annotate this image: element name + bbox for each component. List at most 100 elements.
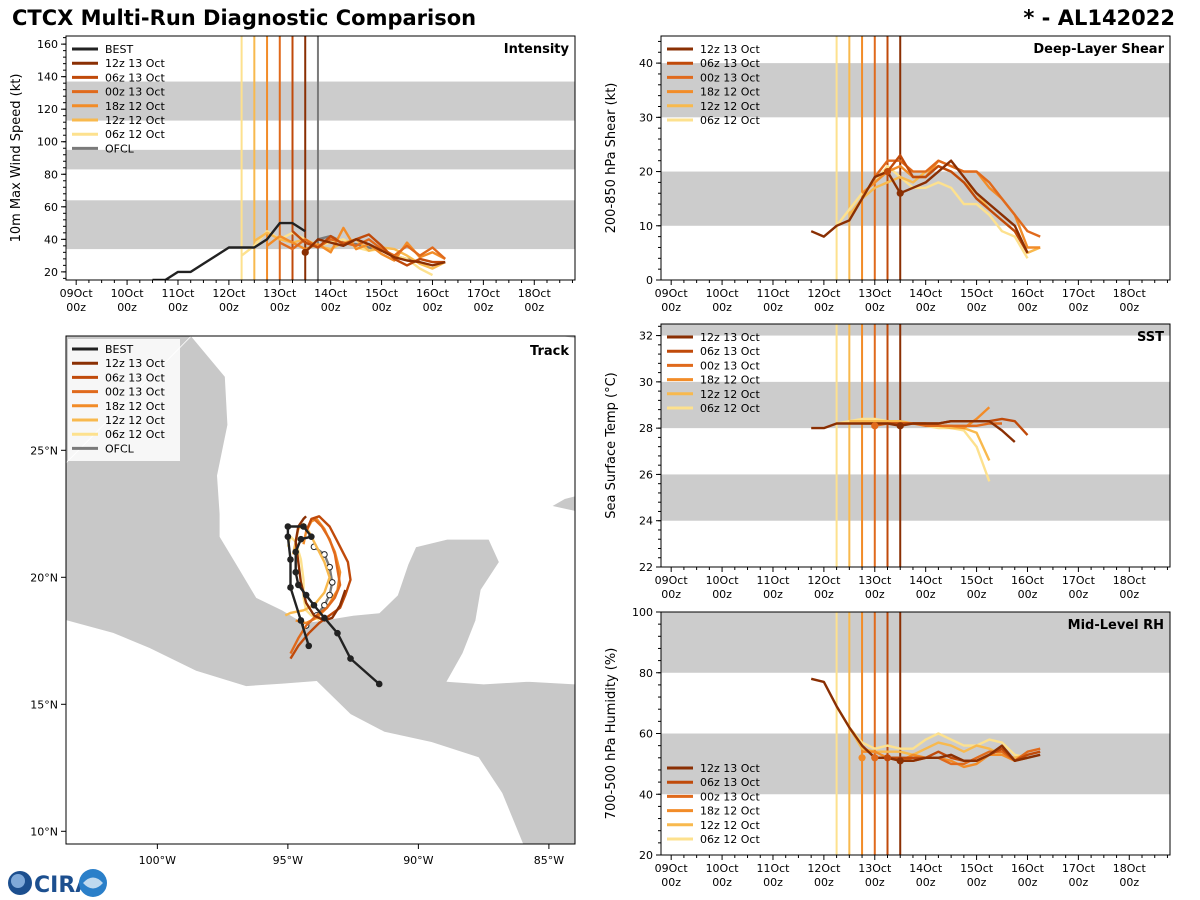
intensity-ytick-label: 20 [44, 266, 58, 279]
intensity-xtick-label-17oct: 17Oct [467, 287, 501, 300]
rh-xtick-sublabel-10oct: 00z [712, 876, 732, 889]
track-legend-label-18z-12-oct: 18z 12 Oct [105, 400, 165, 413]
rh-ytick-label: 20 [639, 849, 653, 862]
intensity-ytick-label: 160 [37, 38, 58, 51]
track-legend-bg [68, 339, 180, 461]
rh-series-06z-12-oct [835, 705, 1028, 759]
track-xtick-label: 90°W [403, 854, 433, 867]
track-land-3 [559, 336, 575, 339]
sst-frame [660, 323, 1171, 568]
intensity-xtick-label-16oct: 16Oct [416, 287, 450, 300]
rh-title: Mid-Level RH [1068, 618, 1164, 633]
intensity-xtick-sublabel-13oct: 00z [270, 301, 290, 314]
track-title: Track [530, 344, 569, 359]
sst-chart: 09Oct00z10Oct00z11Oct00z12Oct00z13Oct00z… [604, 323, 1171, 601]
sst-xtick-label-10oct: 10Oct [706, 574, 740, 587]
shear-ylabel: 200-850 hPa Shear (kt) [604, 83, 619, 234]
track-xtick-label: 95°W [273, 854, 303, 867]
shear-legend-label-12z-12-oct: 12z 12 Oct [700, 100, 760, 113]
intensity-xtick-label-10oct: 10Oct [111, 287, 145, 300]
shear-xtick-label-17oct: 17Oct [1062, 287, 1096, 300]
shear-xtick-sublabel-13oct: 00z [865, 301, 885, 314]
track-map: 100°W 95°W 90°W 85°W 10°N 15°N 20°N 25°N Track BE… [30, 335, 576, 867]
shear-ytick-label: 30 [639, 111, 653, 124]
sst-xtick-sublabel-15oct: 00z [967, 588, 987, 601]
shear-xtick-sublabel-10oct: 00z [712, 301, 732, 314]
sst-marker-1 [871, 422, 879, 430]
intensity-xtick-sublabel-15oct: 00z [372, 301, 392, 314]
intensity-legend-label-best: BEST [105, 43, 133, 56]
intensity-legend-label-12z-13-oct: 12z 13 Oct [105, 57, 165, 70]
track-legend-label-06z-12-oct: 06z 12 Oct [105, 428, 165, 441]
intensity-ytick-label: 100 [37, 136, 58, 149]
sst-band-2 [661, 324, 1170, 336]
intensity-series-best [152, 221, 306, 280]
rh-xtick-sublabel-14oct: 00z [916, 876, 936, 889]
track-best-point [295, 581, 302, 589]
track-legend-label-06z-13-oct: 06z 13 Oct [105, 371, 165, 384]
sst-xtick-sublabel-18oct: 00z [1119, 588, 1139, 601]
rh-legend-label-18z-12-oct: 18z 12 Oct [700, 805, 760, 818]
rh-band-1 [661, 612, 1170, 673]
sst-xtick-sublabel-12oct: 00z [814, 588, 834, 601]
track-ofcl-point [326, 591, 333, 599]
sst-plot-area [811, 324, 1029, 567]
track-ytick-label: 20°N [30, 571, 58, 584]
intensity-legend-label-ofcl: OFCL [105, 142, 135, 155]
rh-xtick-sublabel-12oct: 00z [814, 876, 834, 889]
intensity-chart: 09Oct00z10Oct00z11Oct00z12Oct00z13Oct00z… [9, 35, 576, 314]
intensity-ylabel: 10m Max Wind Speed (kt) [9, 74, 24, 243]
rh-xtick-label-12oct: 12Oct [807, 862, 841, 875]
intensity-ytick-label: 80 [44, 168, 58, 181]
sst-ytick-label: 28 [639, 422, 653, 435]
shear-title: Deep-Layer Shear [1033, 42, 1164, 57]
track-best-point [300, 523, 307, 530]
intensity-series-12z-13-oct [304, 238, 446, 267]
intensity-legend-label-18z-12-oct: 18z 12 Oct [105, 100, 165, 113]
intensity-xtick-sublabel-17oct: 00z [473, 301, 493, 314]
intensity-xtick-label-14oct: 14Oct [314, 287, 348, 300]
intensity-xtick-label-18oct: 18Oct [518, 287, 552, 300]
shear-xtick-sublabel-15oct: 00z [967, 301, 987, 314]
intensity-xtick-sublabel-10oct: 00z [117, 301, 137, 314]
rh-marker-1 [883, 754, 892, 762]
intensity-plot-area [152, 36, 447, 280]
rh-ytick-label: 100 [632, 606, 653, 619]
intensity-xtick-label-09oct: 09Oct [60, 287, 94, 300]
shear-plot-area [810, 36, 1041, 280]
sst-xtick-label-15oct: 15Oct [960, 574, 994, 587]
sst-legend-label-12z-12-oct: 12z 12 Oct [700, 388, 760, 401]
intensity-xtick-label-13oct: 13Oct [263, 287, 297, 300]
rh-series-12z-13-oct [810, 677, 1041, 762]
track-track-best [286, 525, 380, 685]
track-best-point [347, 655, 354, 662]
track-best-point [310, 601, 318, 609]
shear-xtick-label-14oct: 14Oct [909, 287, 943, 300]
intensity-legend-label-00z-13-oct: 00z 13 Oct [105, 86, 165, 99]
shear-xtick-label-13oct: 13Oct [858, 287, 892, 300]
shear-ytick-label: 0 [646, 274, 653, 287]
intensity-xtick-sublabel-16oct: 00z [423, 301, 443, 314]
intensity-xtick-label-12oct: 12Oct [212, 287, 246, 300]
sst-ytick-label: 26 [639, 468, 653, 481]
track-legend-label-12z-13-oct: 12z 13 Oct [105, 357, 165, 370]
rh-marker-0 [896, 757, 904, 765]
sst-legend-label-00z-13-oct: 00z 13 Oct [700, 359, 760, 372]
intensity-xtick-sublabel-14oct: 00z [321, 301, 341, 314]
sst-series-12z-13-oct [811, 420, 1016, 443]
intensity-xtick-sublabel-11oct: 00z [168, 301, 188, 314]
intensity-band-0 [66, 200, 575, 250]
track-legend-label-best: BEST [105, 343, 133, 356]
intensity-legend-label-12z-12-oct: 12z 12 Oct [105, 114, 165, 127]
rh-ytick-label: 40 [639, 788, 653, 801]
track-best-point [284, 533, 292, 540]
sst-xtick-label-18oct: 18Oct [1113, 574, 1147, 587]
shear-xtick-sublabel-14oct: 00z [916, 301, 936, 314]
sst-ytick-label: 24 [639, 515, 653, 528]
shear-ytick-label: 10 [639, 220, 653, 233]
sst-xtick-sublabel-11oct: 00z [763, 588, 783, 601]
sst-xtick-label-12oct: 12Oct [807, 574, 841, 587]
sst-legend-label-18z-12-oct: 18z 12 Oct [700, 374, 760, 387]
rh-xtick-sublabel-09oct: 00z [661, 876, 681, 889]
intensity-band-2 [66, 81, 575, 121]
